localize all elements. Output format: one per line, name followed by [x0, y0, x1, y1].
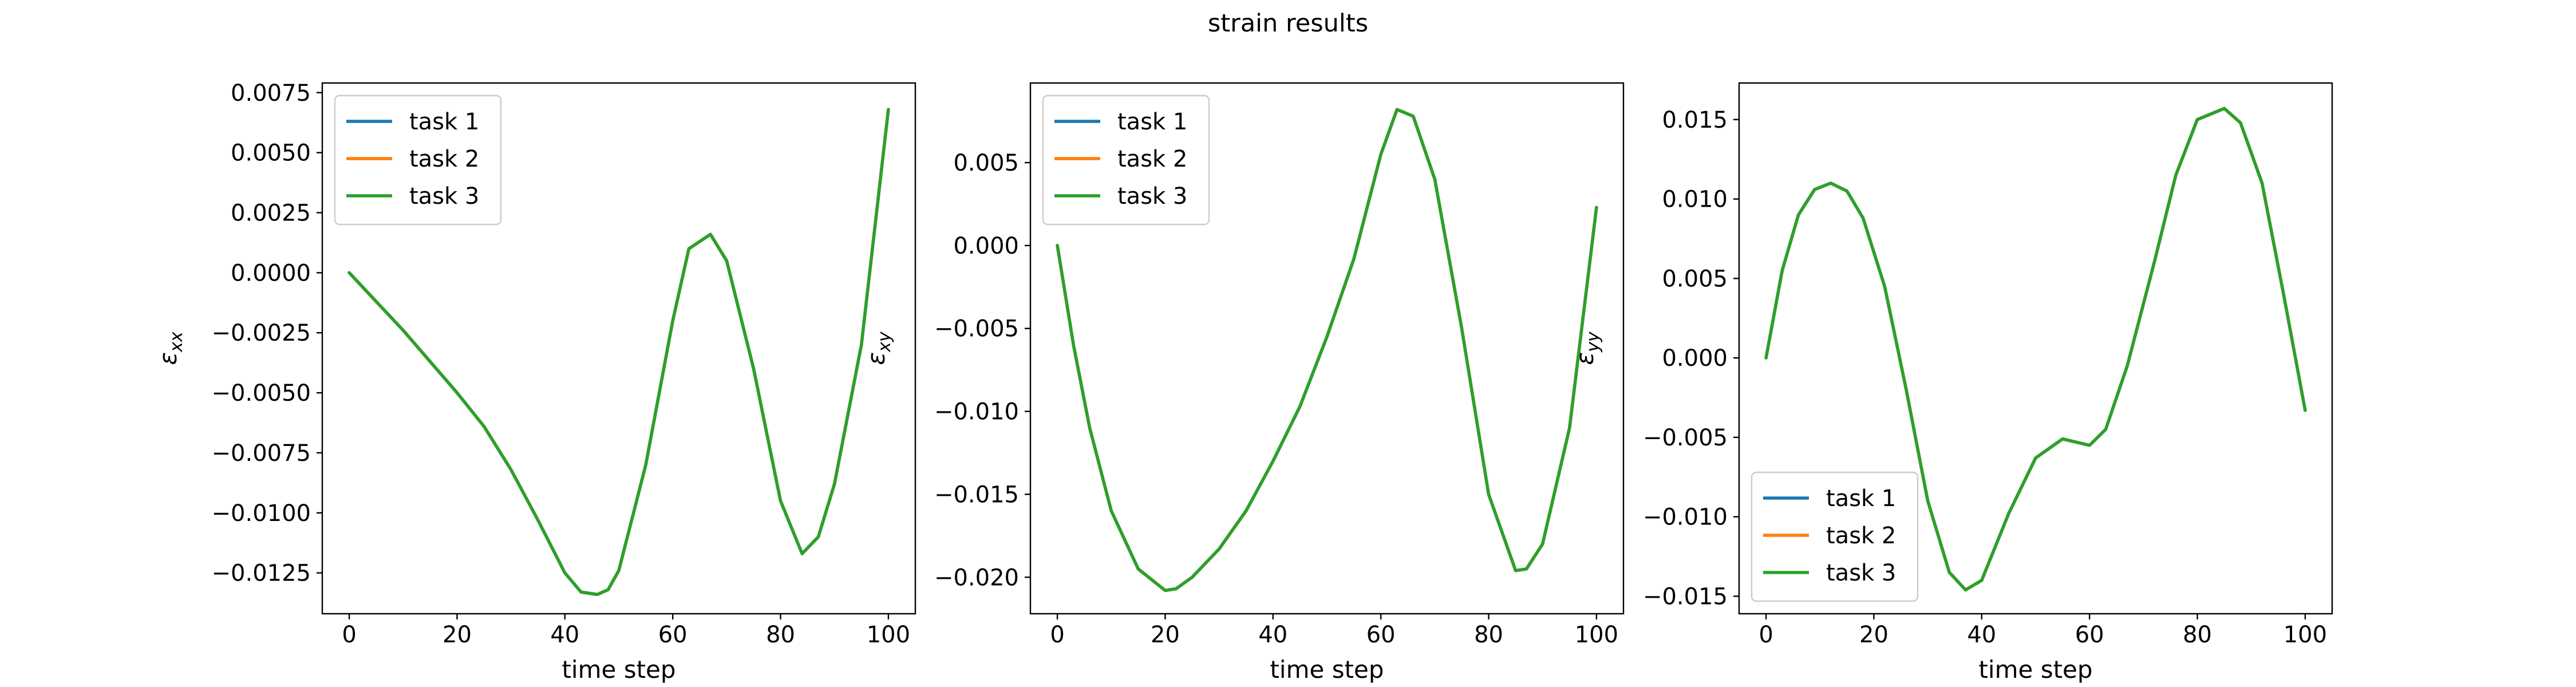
legend-label: task 1	[409, 109, 479, 135]
y-tick-label: −0.0025	[212, 320, 311, 346]
x-tick-label: 0	[342, 622, 356, 648]
y-tick-label: −0.015	[934, 481, 1019, 508]
y-tick-label: −0.005	[934, 316, 1019, 342]
x-tick-label: 0	[1050, 622, 1064, 648]
legend: task 1 task 2 task 3	[334, 94, 502, 226]
y-tick-label: −0.010	[1643, 504, 1728, 531]
y-tick-label: 0.005	[953, 150, 1019, 176]
chart-panel-3: 0 20 40 60 80 100 −0.015 −0.010 −0.005 0.000 0.005…	[1571, 82, 2333, 684]
legend-label: task 1	[1117, 109, 1187, 135]
x-tick-label: 40	[1967, 622, 1996, 648]
x-axis-label: time step	[1978, 656, 2092, 684]
x-tick-label: 80	[766, 622, 795, 648]
y-tick-label: −0.0125	[212, 560, 311, 587]
x-axis-label: time step	[562, 656, 675, 684]
y-tick-label: −0.0050	[212, 380, 311, 406]
y-tick-label: −0.020	[934, 564, 1019, 591]
y-tick-label: 0.005	[1662, 266, 1728, 292]
series-line-task-3	[347, 108, 890, 597]
x-tick-label: 80	[1474, 622, 1503, 648]
x-tick-label: 40	[1258, 622, 1287, 648]
series-line-task-3	[1056, 108, 1598, 593]
legend-box	[1751, 471, 1919, 602]
x-tick-label: 60	[2075, 622, 2104, 648]
plot-area-frame	[1738, 82, 2333, 615]
legend-label: task 2	[409, 146, 479, 172]
chart-panel-1: 0 20 40 60 80 100 −0.0125 −0.0100 −0.0075 −0.0050…	[154, 80, 916, 684]
y-tick-label: −0.010	[934, 399, 1019, 425]
x-tick-label: 60	[658, 622, 688, 648]
legend-label: task 3	[409, 183, 479, 210]
series-line-task-3	[1764, 106, 2307, 592]
y-axis-label-subscript: xy	[875, 331, 895, 353]
y-axis-label: εyy	[1571, 331, 1603, 365]
chart-panel-2: 0 20 40 60 80 100 −0.020 −0.015 −0.010 −0.005 0.00…	[862, 82, 1625, 684]
y-tick-label: 0.015	[1662, 107, 1728, 133]
x-tick-label: 100	[2283, 622, 2327, 648]
y-axis-label-symbol: ε	[1571, 352, 1599, 365]
y-tick-label: −0.005	[1643, 425, 1728, 451]
x-tick-label: 100	[1575, 622, 1618, 648]
x-tick-label: 60	[1366, 622, 1396, 648]
y-tick-label: 0.0000	[231, 260, 311, 286]
y-axis-label-symbol: ε	[862, 352, 890, 365]
legend-label: task 2	[1117, 146, 1187, 172]
y-tick-label: 0.000	[1662, 345, 1728, 372]
legend-label: task 1	[1826, 485, 1896, 512]
y-tick-label: −0.0100	[212, 500, 311, 527]
x-tick-label: 100	[867, 622, 910, 648]
y-axis-label-subscript: xx	[167, 331, 187, 353]
y-axis-label: εxx	[154, 331, 187, 365]
x-tick-label: 20	[1151, 622, 1180, 648]
x-tick-label: 40	[550, 622, 579, 648]
x-tick-label: 80	[2183, 622, 2212, 648]
y-axis-label-symbol: ε	[154, 352, 182, 365]
plot-area-frame	[1029, 82, 1625, 615]
y-axis-label: εxy	[862, 331, 895, 365]
x-tick-label: 0	[1759, 622, 1773, 648]
figure-title: strain results	[1208, 9, 1368, 38]
legend-box	[334, 94, 502, 226]
legend: task 1 task 2 task 3	[1751, 471, 1919, 602]
y-tick-label: 0.0050	[231, 140, 311, 167]
y-tick-label: 0.0025	[231, 200, 311, 227]
y-axis-label-subscript: yy	[1583, 331, 1603, 353]
legend-label: task 2	[1826, 523, 1896, 549]
y-tick-label: −0.015	[1643, 583, 1728, 610]
y-tick-label: −0.0075	[212, 440, 311, 467]
x-tick-label: 20	[442, 622, 472, 648]
legend-label: task 3	[1117, 183, 1187, 210]
x-tick-label: 20	[1859, 622, 1888, 648]
y-tick-label: 0.000	[953, 233, 1019, 259]
legend-label: task 3	[1826, 560, 1896, 586]
legend: task 1 task 2 task 3	[1042, 94, 1210, 226]
y-tick-label: 0.0075	[231, 80, 311, 106]
y-tick-label: 0.010	[1662, 187, 1728, 213]
plot-area-frame	[321, 82, 916, 615]
x-axis-label: time step	[1270, 656, 1384, 684]
legend-box	[1042, 94, 1210, 226]
